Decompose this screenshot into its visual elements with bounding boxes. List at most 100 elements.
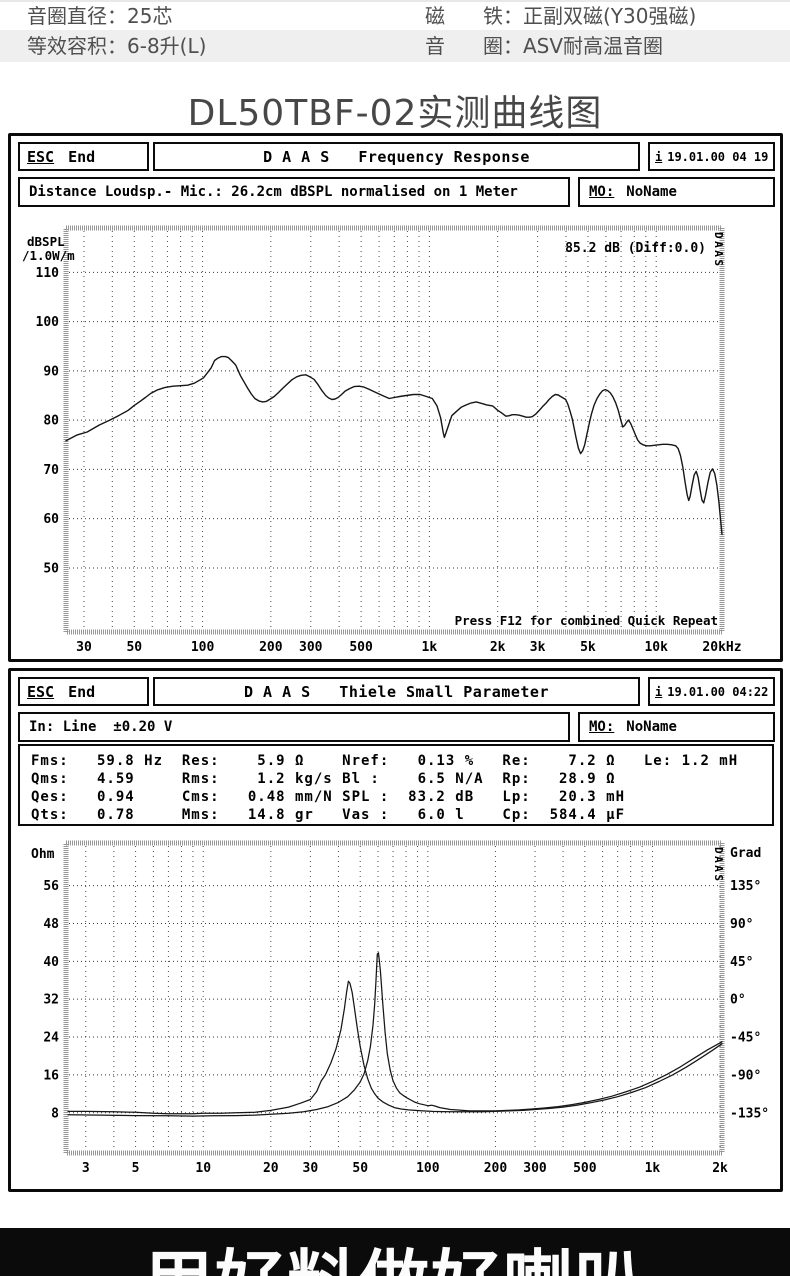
spec-row-volume: 等效容积：6-8升(L) 音 圈：ASV耐高温音圈: [0, 30, 790, 62]
spec-label: 音圈直径：: [27, 4, 127, 28]
spec-right-label-a: 音: [425, 34, 445, 58]
status-text: Distance Loudsp.- Mic.: 26.2cm dBSPL nor…: [29, 184, 518, 200]
svg-text:10: 10: [195, 1161, 211, 1176]
svg-text:24: 24: [43, 1031, 59, 1046]
mo-label: MO:: [589, 719, 615, 735]
svg-text:200: 200: [484, 1161, 508, 1176]
svg-text:50: 50: [352, 1161, 368, 1176]
spec-value: 正副双磁(Y30强磁): [523, 4, 697, 28]
banner-slogan: 用好料做好喇叭: [0, 1248, 790, 1276]
svg-text:-45°: -45°: [730, 1031, 761, 1046]
svg-text:10k: 10k: [644, 640, 668, 655]
page-title: DL50TBF-02实测曲线图: [187, 93, 603, 134]
svg-text:3k: 3k: [530, 640, 546, 655]
esc-key-label: ESC: [27, 682, 55, 701]
ts-window: 56 48 40 32 24 16 8 135° 90° 45° 0° -45° -90° -135° 3 5…: [8, 668, 783, 1192]
svg-text:90°: 90°: [730, 917, 753, 932]
mo-value: NoName: [626, 184, 677, 200]
svg-text:80: 80: [43, 414, 59, 429]
param-row: Fms: 59.8 Hz Res: 5.9 Ω Nref: 0.13 % Re:…: [31, 753, 739, 769]
spec-value: 25芯: [127, 4, 173, 28]
svg-text:-135°: -135°: [730, 1106, 769, 1121]
svg-text:45°: 45°: [730, 955, 753, 970]
info-icon: i: [655, 149, 663, 164]
input-level-status: In: Line ±0.20 V: [18, 712, 570, 742]
window-title: D A A S Frequency Response: [153, 142, 640, 171]
svg-text:Ohm: Ohm: [31, 847, 55, 862]
model-name-box: MO: NoName: [578, 712, 775, 742]
svg-text:40: 40: [43, 955, 59, 970]
svg-text:Grad: Grad: [730, 846, 761, 861]
spec-label: 铁：: [483, 4, 523, 28]
mo-label: MO:: [589, 184, 615, 200]
param-row: Qes: 0.94 Cms: 0.48 mm/N SPL : 83.2 dB L…: [31, 789, 626, 805]
svg-text:100: 100: [191, 640, 215, 655]
svg-text:Press F12 for combined Quick R: Press F12 for combined Quick Repeat: [455, 613, 718, 628]
end-key-label: End: [68, 147, 96, 166]
timestamp-box: i 19.01.00 04 19: [648, 142, 775, 171]
frequency-response-chart: 110 100 90 80 70 60 50 30 50 100 200 300 500 1k 2k 3k 5k…: [22, 225, 742, 655]
timestamp: 19.01.00 04:22: [667, 684, 769, 699]
window-title: D A A S Thiele Small Parameter: [153, 677, 640, 706]
spec-right-label-value: 圈：ASV耐高温音圈: [483, 30, 663, 62]
fr-window: 110 100 90 80 70 60 50 30 50 100 200 300 500 1k 2k 3k 5k…: [8, 133, 783, 662]
svg-text:/1.0W/m: /1.0W/m: [22, 248, 75, 263]
svg-text:500: 500: [573, 1161, 597, 1176]
svg-text:100: 100: [36, 315, 60, 330]
svg-text:16: 16: [43, 1068, 59, 1083]
svg-text:70: 70: [43, 463, 59, 478]
spec-right-label-a: 磁: [425, 4, 445, 28]
svg-text:300: 300: [299, 640, 323, 655]
svg-text:50: 50: [126, 640, 142, 655]
param-row: Qms: 4.59 Rms: 1.2 kg/s Bl : 6.5 N/A Rp:…: [31, 771, 616, 787]
mo-value: NoName: [626, 719, 677, 735]
esc-end-button[interactable]: ESC End: [18, 677, 149, 706]
spec-label: 等效容积：: [27, 34, 127, 58]
spec-row-voice-coil: 音圈直径：25芯 磁 铁：正副双磁(Y30强磁): [0, 2, 790, 30]
svg-text:200: 200: [259, 640, 283, 655]
svg-text:20kHz: 20kHz: [702, 640, 741, 655]
footer-banner: 用好料做好喇叭: [0, 1228, 790, 1276]
svg-text:5k: 5k: [580, 640, 596, 655]
measurement-status: Distance Loudsp.- Mic.: 26.2cm dBSPL nor…: [18, 177, 570, 207]
svg-text:60: 60: [43, 512, 59, 527]
model-name-box: MO: NoName: [578, 177, 775, 207]
esc-key-label: ESC: [27, 147, 55, 166]
svg-text:8: 8: [51, 1106, 59, 1121]
svg-text:30: 30: [76, 640, 92, 655]
spec-right-label-value: 铁：正副双磁(Y30强磁): [483, 2, 696, 30]
svg-text:50: 50: [43, 561, 59, 576]
svg-text:32: 32: [43, 993, 59, 1008]
svg-text:135°: 135°: [730, 879, 761, 894]
esc-end-button[interactable]: ESC End: [18, 142, 149, 171]
svg-text:300: 300: [523, 1161, 547, 1176]
spec-label: 圈：: [483, 34, 523, 58]
svg-text:30: 30: [303, 1161, 319, 1176]
svg-text:5: 5: [132, 1161, 140, 1176]
svg-text:100: 100: [416, 1161, 440, 1176]
svg-text:56: 56: [43, 879, 59, 894]
daas-watermark: DAAS: [712, 232, 725, 269]
svg-text:-90°: -90°: [730, 1068, 761, 1083]
impedance-phase-chart: 56 48 40 32 24 16 8 135° 90° 45° 0° -45° -90° -135° 3 5…: [31, 840, 769, 1176]
svg-text:0°: 0°: [730, 993, 746, 1008]
top-divider: [0, 0, 790, 2]
timestamp-box: i 19.01.00 04:22: [648, 677, 775, 706]
daas-watermark: DAAS: [712, 847, 725, 884]
svg-text:85.2 dB (Diff:0.0): 85.2 dB (Diff:0.0): [565, 241, 706, 256]
svg-text:3: 3: [82, 1161, 90, 1176]
spec-value: ASV耐高温音圈: [523, 34, 664, 58]
svg-text:1k: 1k: [422, 640, 438, 655]
svg-text:110: 110: [36, 266, 60, 281]
window-title-text: D A A S Frequency Response: [263, 147, 530, 166]
svg-text:20: 20: [263, 1161, 279, 1176]
spec-left-label-value: 等效容积：6-8升(L): [27, 30, 206, 62]
svg-text:48: 48: [43, 917, 59, 932]
svg-text:1k: 1k: [645, 1161, 661, 1176]
timestamp: 19.01.00 04 19: [667, 149, 769, 164]
end-key-label: End: [68, 682, 96, 701]
window-title-text: D A A S Thiele Small Parameter: [244, 682, 549, 701]
ts-parameter-table: Fms: 59.8 Hz Res: 5.9 Ω Nref: 0.13 % Re:…: [18, 744, 774, 826]
svg-text:90: 90: [43, 364, 59, 379]
